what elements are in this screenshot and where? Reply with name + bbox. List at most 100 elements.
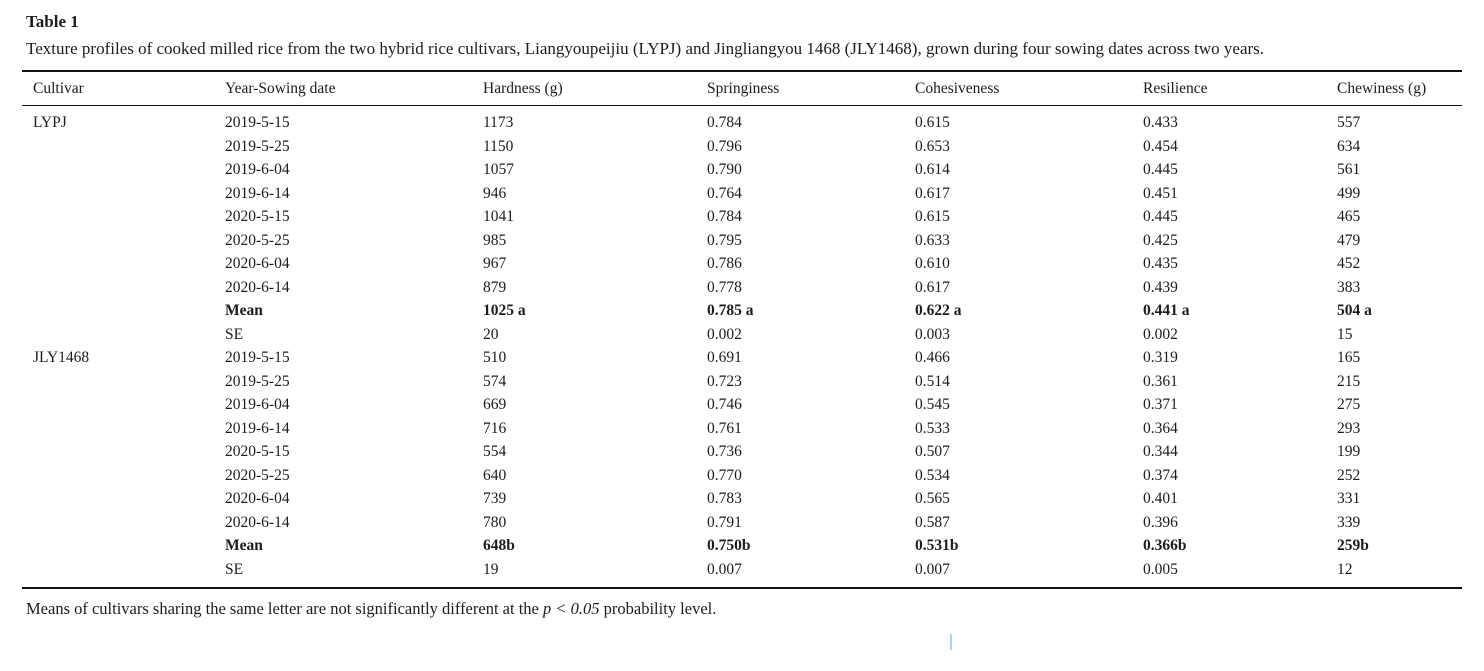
table-row: SE 20 0.002 0.003 0.002 15 (22, 323, 1462, 347)
table-cell: 15 (1337, 325, 1353, 343)
table-row: 2020-6-04 739 0.783 0.565 0.401 331 (22, 487, 1462, 511)
table-cell: 0.764 (707, 184, 742, 202)
footnote-text-suffix: probability level. (599, 599, 717, 618)
table-cell: 0.319 (1143, 349, 1178, 366)
table-cell: 2020-5-15 (225, 208, 290, 225)
table-cell: 0.466 (915, 349, 950, 366)
table-row: 2020-5-15 1041 0.784 0.615 0.445 465 (22, 205, 1462, 229)
table-cell: 0.691 (707, 349, 742, 366)
table-cell: 640 (483, 466, 507, 484)
table-row: 2019-6-04 669 0.746 0.545 0.371 275 (22, 393, 1462, 417)
table-cell: 2019-6-04 (225, 161, 290, 178)
text-caret-artifact (950, 634, 952, 650)
table-cell: 12 (1337, 560, 1353, 578)
table-cell: 0.371 (1143, 396, 1178, 413)
table-cell: 2020-5-25 (225, 231, 290, 249)
table-cell (22, 299, 225, 323)
table-cell: 0.514 (915, 372, 950, 390)
header-row: Cultivar Year-Sowing date Hardness (g) Spri… (22, 71, 1462, 106)
table-cell: 199 (1337, 443, 1361, 460)
table-cell: 0.786 (707, 255, 742, 272)
table-cell: 252 (1337, 466, 1361, 484)
table-cell: 557 (1337, 114, 1361, 131)
table-cell: 2020-6-14 (225, 278, 290, 296)
table-cell: 0.439 (1143, 278, 1178, 296)
column-header: Chewiness (g) (1337, 71, 1462, 106)
table-row: 2020-6-04 967 0.786 0.610 0.435 452 (22, 252, 1462, 276)
table-cell (22, 440, 225, 464)
table-cell: Mean (225, 302, 263, 319)
table-label: Table 1 (26, 12, 79, 31)
table-cell: 0.361 (1143, 372, 1178, 390)
table-cell: 2020-6-04 (225, 490, 290, 507)
column-header: Hardness (g) (483, 71, 707, 106)
table-row: 2020-5-25 640 0.770 0.534 0.374 252 (22, 464, 1462, 488)
table-cell: SE (225, 325, 244, 343)
table-cell: 561 (1337, 161, 1361, 178)
table-cell: 716 (483, 419, 507, 437)
table-cell: 383 (1337, 278, 1361, 296)
table-cell (22, 487, 225, 511)
table-cell: 0.653 (915, 137, 950, 155)
table-row: LYPJ 2019-5-15 1173 0.784 0.615 0.433 557 (22, 106, 1462, 135)
table-row: 2019-5-25 574 0.723 0.514 0.361 215 (22, 370, 1462, 394)
table-cell: 0.790 (707, 161, 742, 178)
table-cell: 0.005 (1143, 560, 1178, 578)
table-cell: 165 (1337, 349, 1361, 366)
table-row: 2019-5-25 1150 0.796 0.653 0.454 634 (22, 135, 1462, 159)
table-cell: 879 (483, 278, 507, 296)
table-cell (22, 417, 225, 441)
table-cell: 967 (483, 255, 507, 272)
table-cell: 0.002 (1143, 325, 1178, 343)
table-cell: 504 a (1337, 302, 1372, 319)
table-cell: 946 (483, 184, 507, 202)
table-row: 2019-6-14 946 0.764 0.617 0.451 499 (22, 182, 1462, 206)
paper-table-figure: Table 1 Texture profiles of cooked mille… (22, 12, 1462, 621)
table-cell: 0.435 (1143, 255, 1178, 272)
table-cell: 465 (1337, 208, 1361, 225)
table-cell: 0.617 (915, 184, 950, 202)
table-cell: 0.007 (707, 560, 742, 578)
table-cell: 0.736 (707, 443, 742, 460)
table-cell: 2019-5-25 (225, 372, 290, 390)
table-cell: 2020-5-25 (225, 466, 290, 484)
table-cell (22, 558, 225, 589)
table-cell: 669 (483, 396, 507, 413)
table-cell: 554 (483, 443, 507, 460)
table-cell: 0.002 (707, 325, 742, 343)
table-cell: 2020-5-15 (225, 443, 290, 460)
table-cell: 2019-6-04 (225, 396, 290, 413)
table-cell: 1041 (483, 208, 514, 225)
table-row: 2019-6-14 716 0.761 0.533 0.364 293 (22, 417, 1462, 441)
table-cell: 0.454 (1143, 137, 1178, 155)
table-cell: 0.565 (915, 490, 950, 507)
table-cell: 0.366b (1143, 537, 1187, 554)
table-cell: 0.746 (707, 396, 742, 413)
table-cell: 0.441 a (1143, 302, 1190, 319)
table-cell: 0.796 (707, 137, 742, 155)
table-cell: 0.785 a (707, 302, 754, 319)
table-cell: 0.795 (707, 231, 742, 249)
column-header: Springiness (707, 71, 915, 106)
table-cell (22, 393, 225, 417)
footnote-text: Means of cultivars sharing the same lett… (26, 599, 543, 618)
table-cell: 19 (483, 560, 499, 578)
table-cell: 293 (1337, 419, 1361, 437)
table-cell: 0.783 (707, 490, 742, 507)
table-row: 2019-6-04 1057 0.790 0.614 0.445 561 (22, 158, 1462, 182)
table-cell: 2020-6-04 (225, 255, 290, 272)
table-cell: 0.374 (1143, 466, 1178, 484)
table-row: 2020-6-14 780 0.791 0.587 0.396 339 (22, 511, 1462, 535)
table-row: Mean 648b 0.750b 0.531b 0.366b 259b (22, 534, 1462, 558)
table-footnote: Means of cultivars sharing the same lett… (26, 597, 1462, 621)
table-cell: 0.723 (707, 372, 742, 390)
table-cell: 2019-5-15 (225, 114, 290, 131)
column-header: Cultivar (22, 71, 225, 106)
table-cell (22, 464, 225, 488)
table-cell: 780 (483, 513, 507, 531)
table-cell: 0.507 (915, 443, 950, 460)
table-cell: 0.401 (1143, 490, 1178, 507)
table-cell: 0.545 (915, 396, 950, 413)
table-cell: 0.615 (915, 208, 950, 225)
table-cell: 1025 a (483, 302, 526, 319)
